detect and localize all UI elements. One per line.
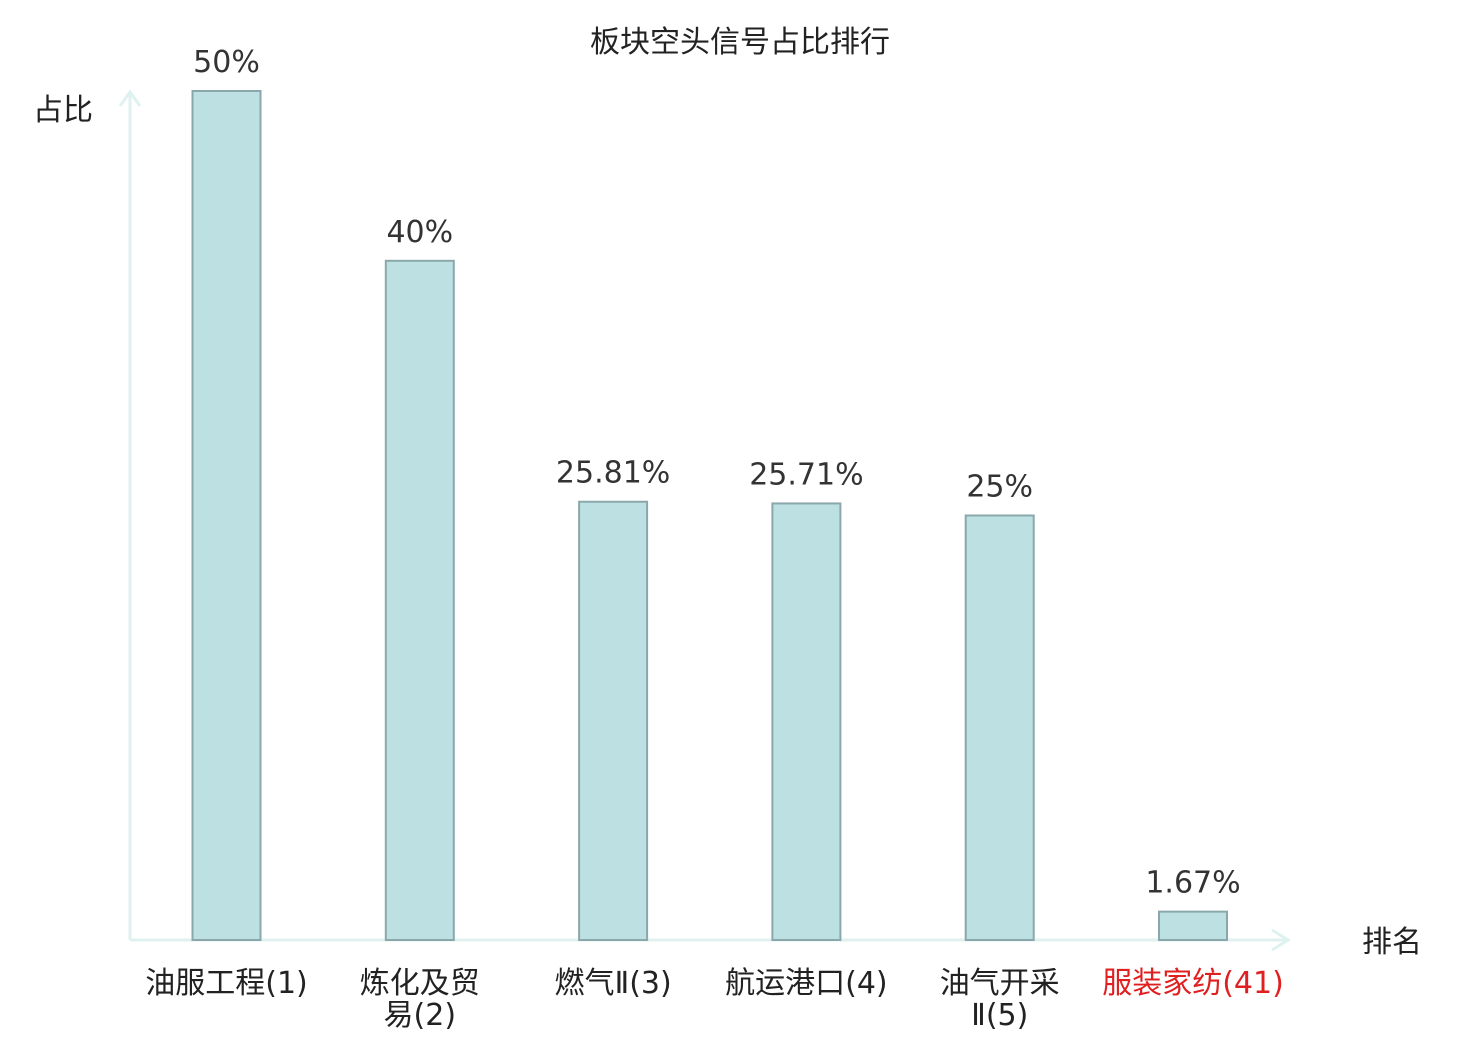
x-axis-title: 排名 xyxy=(1362,925,1422,960)
y-axis-title: 占比 xyxy=(33,93,93,128)
value-label-2: 40% xyxy=(386,215,453,250)
value-label-3: 25.81% xyxy=(556,456,670,491)
bar-4 xyxy=(771,502,842,941)
axes xyxy=(118,89,1291,952)
category-label-5: 油气开采 Ⅱ(5) xyxy=(940,966,1060,1033)
category-labels-group: 油服工程(1) 炼化及贸易(2) 燃气Ⅱ(3) 航运港口(4) 油气开采 Ⅱ(5) 服装家纺… xyxy=(145,966,1284,1033)
bar-5 xyxy=(964,514,1035,941)
value-label-4: 25.71% xyxy=(749,457,863,492)
category-label-line: 油服工程(1) xyxy=(145,966,308,1001)
value-label-6: 1.67% xyxy=(1145,866,1240,901)
category-label-line: 油气开采 xyxy=(940,966,1060,1001)
bar-1 xyxy=(191,90,262,941)
category-label-1: 油服工程(1) xyxy=(145,966,308,1001)
bars-group xyxy=(191,90,1228,941)
category-label-line: 易(2) xyxy=(384,998,457,1033)
category-label-line: 炼化及贸 xyxy=(360,966,480,1001)
category-label-4: 航运港口(4) xyxy=(725,966,888,1001)
bar-6 xyxy=(1158,910,1228,941)
category-label-6: 服装家纺(41) xyxy=(1102,966,1284,1001)
category-label-line: Ⅱ(5) xyxy=(971,998,1028,1033)
bar-3 xyxy=(578,500,649,941)
category-label-line: 燃气Ⅱ(3) xyxy=(554,966,671,1001)
value-label-1: 50% xyxy=(193,45,260,80)
value-label-5: 25% xyxy=(966,470,1033,505)
category-label-3: 燃气Ⅱ(3) xyxy=(554,966,671,1001)
bar-2 xyxy=(384,259,455,941)
y-axis-arrow-icon xyxy=(118,89,142,107)
category-label-2: 炼化及贸易(2) xyxy=(360,966,480,1033)
x-axis-arrow-icon xyxy=(1271,928,1291,952)
value-labels-group: 50% 40% 25.81% 25.71% 25% 1.67% xyxy=(193,45,1241,901)
chart-title: 板块空头信号占比排行 xyxy=(590,25,890,60)
category-label-line: 航运港口(4) xyxy=(725,966,888,1001)
category-label-line: 服装家纺(41) xyxy=(1102,966,1284,1001)
